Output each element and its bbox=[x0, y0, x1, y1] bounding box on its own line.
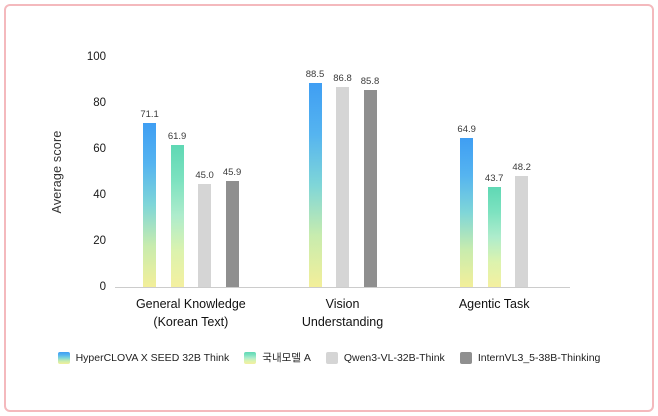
bar-rect bbox=[198, 183, 212, 287]
bar-value-label: 88.5 bbox=[305, 69, 325, 81]
bar-group: 64.9 43.7 48.2 bbox=[418, 57, 570, 287]
bar-rect bbox=[308, 83, 322, 287]
legend-label: Qwen3-VL-32B-Think bbox=[343, 351, 445, 364]
bar: 43.7 bbox=[484, 172, 504, 287]
bar-rect bbox=[170, 144, 184, 287]
bar: 64.9 bbox=[457, 124, 476, 287]
category-label: Agentic Task bbox=[458, 297, 530, 311]
bar-rect bbox=[363, 89, 377, 287]
bar: 88.5 bbox=[305, 69, 325, 287]
y-tick-label: 20 bbox=[93, 235, 106, 247]
y-tick-label: 60 bbox=[93, 143, 106, 155]
bar-value-label: 71.1 bbox=[140, 109, 159, 121]
bar: 48.2 bbox=[512, 162, 531, 287]
bar-value-label: 86.8 bbox=[333, 73, 352, 85]
bar-group: 88.5 86.8 85.8 bbox=[267, 57, 419, 287]
y-tick-label: 100 bbox=[86, 51, 106, 63]
legend-item: HyperCLOVA X SEED 32B Think bbox=[57, 351, 230, 364]
legend-item: InternVL3_5-38B-Thinking bbox=[459, 351, 601, 364]
bar-rect bbox=[487, 186, 501, 287]
bar-rect bbox=[225, 181, 239, 287]
legend-swatch bbox=[244, 351, 257, 364]
legend-label: HyperCLOVA X SEED 32B Think bbox=[75, 351, 230, 364]
y-tick-label: 40 bbox=[93, 189, 106, 201]
y-axis-ticks: 0 20 40 60 80 100 bbox=[58, 0, 106, 416]
bar-value-label: 85.8 bbox=[360, 75, 380, 87]
legend-label: InternVL3_5-38B-Thinking bbox=[477, 351, 601, 364]
legend-swatch bbox=[325, 351, 338, 364]
legend-item: 국내모델 A bbox=[244, 350, 311, 365]
bar-value-label: 45.9 bbox=[222, 167, 242, 179]
bar-value-label: 48.2 bbox=[512, 162, 531, 174]
bar-rect bbox=[336, 87, 349, 287]
bar-value-label: 45.0 bbox=[195, 169, 214, 181]
bar: 45.0 bbox=[195, 169, 214, 287]
plot-area: 71.1 61.9 45.0 45.9 88.5 86.8 85.8 64.9 43.7 48.2 bbox=[115, 57, 570, 288]
y-tick-label: 80 bbox=[93, 97, 106, 109]
legend-swatch bbox=[57, 351, 70, 364]
bar-rect bbox=[460, 137, 474, 287]
bar-rect bbox=[515, 176, 529, 287]
bar: 45.9 bbox=[222, 167, 242, 287]
bar-value-label: 43.7 bbox=[484, 172, 504, 184]
legend-label: 국내모델 A bbox=[262, 352, 311, 364]
bar-value-label: 64.9 bbox=[457, 123, 476, 135]
bar: 61.9 bbox=[167, 130, 187, 287]
legend-swatch bbox=[459, 351, 472, 364]
bar-rect bbox=[143, 123, 157, 287]
bar: 86.8 bbox=[333, 73, 352, 287]
x-axis-labels: General Knowledge (Korean Text) Vision Unde… bbox=[115, 296, 570, 331]
category-label: Vision Understanding bbox=[301, 297, 384, 329]
bar: 71.1 bbox=[140, 109, 159, 287]
legend-item: Qwen3-VL-32B-Think bbox=[325, 351, 445, 364]
category-label: General Knowledge (Korean Text) bbox=[135, 297, 246, 329]
bar-group: 71.1 61.9 45.0 45.9 bbox=[115, 57, 267, 287]
chart-legend: HyperCLOVA X SEED 32B Think 국내모델 A Qwen3-V… bbox=[0, 350, 658, 365]
bar-value-label: 61.9 bbox=[167, 130, 187, 142]
y-tick-label: 0 bbox=[99, 281, 106, 293]
bar: 85.8 bbox=[360, 75, 380, 287]
